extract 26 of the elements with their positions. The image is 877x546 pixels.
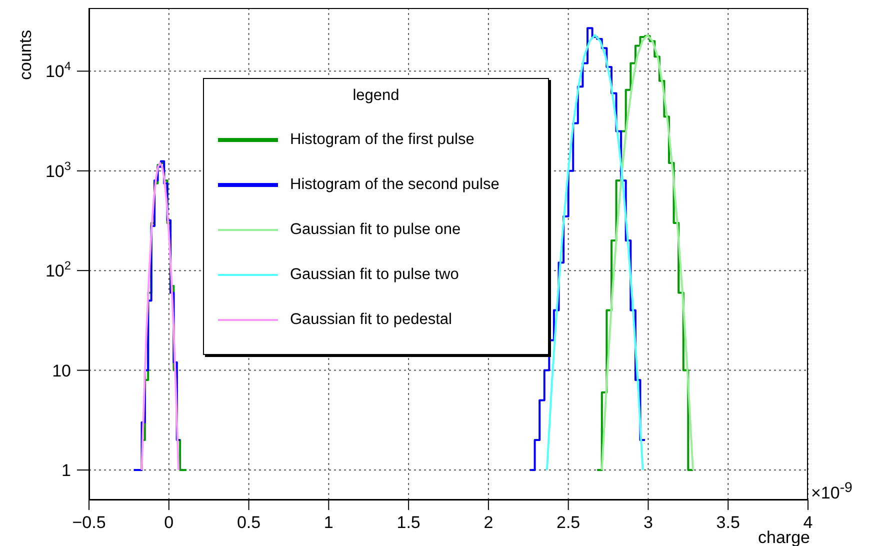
x-tick-label: 2.5: [556, 513, 580, 532]
legend-label: Gaussian fit to pedestal: [290, 310, 452, 328]
legend-label: Gaussian fit to pulse one: [290, 220, 461, 238]
line-series: [140, 162, 180, 471]
legend-label: Gaussian fit to pulse two: [290, 266, 459, 284]
x-tick-label: 3: [643, 513, 653, 532]
legend-label: Histogram of the second pulse: [290, 176, 500, 194]
legend-title: legend: [352, 87, 400, 105]
y-tick-label: 10$^{4}$: [45, 59, 72, 82]
y-tick-label: 10: [52, 361, 71, 380]
y-tick-label: 1: [62, 460, 71, 480]
x-tick-label: −0.5: [72, 513, 106, 532]
x-tick-label: 1.5: [396, 513, 420, 532]
x-tick-label: 0: [164, 513, 174, 532]
line-series: [600, 34, 694, 471]
text: ×10$^{-9}$: [811, 480, 852, 504]
x-tick-label: 4: [803, 513, 813, 532]
x-tick-label: 3.5: [716, 513, 740, 532]
x-tick-label: 0.5: [236, 513, 261, 532]
y-tick-label: 10$^{2}$: [45, 258, 72, 281]
x-tick-label: 2: [484, 513, 494, 532]
x-tick-label: 1: [324, 513, 334, 532]
y-tick-label: 10$^{3}$: [45, 158, 72, 181]
legend-label: Histogram of the first pulse: [290, 130, 474, 148]
line-series: [546, 34, 644, 471]
y-axis-title: counts: [16, 30, 36, 80]
